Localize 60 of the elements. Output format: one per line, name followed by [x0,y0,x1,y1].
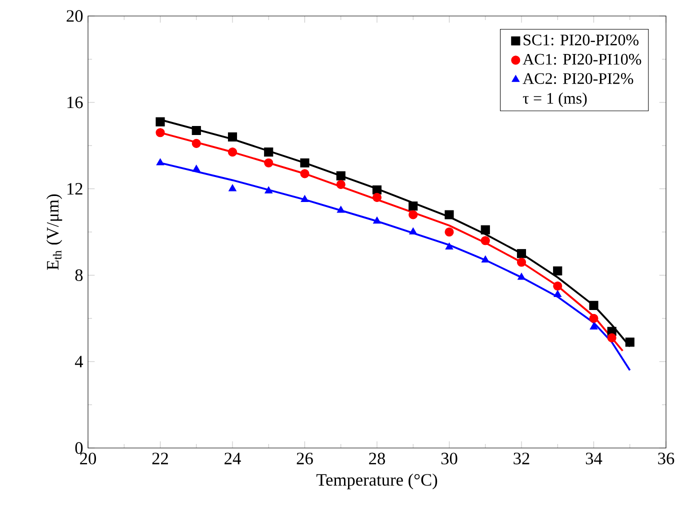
point [192,138,201,148]
point [444,210,454,220]
point [156,128,165,138]
point [192,164,200,172]
y-tick-label: 16 [67,96,83,108]
point [156,158,164,166]
point [300,169,310,178]
point [481,256,490,262]
point [625,338,634,347]
point [516,258,526,267]
point [300,158,310,168]
x-tick-label: 24 [224,452,241,464]
x-axis-title: Temperature (°C) [316,474,438,490]
legend-label: SC1: PI20-PI20% [524,34,639,46]
point [300,195,309,202]
y-tick-label: 12 [67,183,82,195]
point [228,148,238,157]
point [589,314,598,323]
point [445,242,454,250]
x-tick-label: 36 [658,452,674,464]
legend-label: AC2: PI20-PI2% [522,73,634,84]
point [336,171,346,180]
x-tick-label: 26 [296,452,313,464]
y-tick-label: 4 [74,356,84,368]
point [607,333,616,342]
point [336,180,346,190]
y-tick-label: 8 [75,269,83,282]
x-tick-label: 30 [441,452,458,464]
point [553,266,562,276]
x-tick-label: 32 [514,452,530,464]
point [264,148,274,157]
point [228,132,238,142]
point [264,158,274,168]
annotation: τ = 1 (ms) [522,92,587,107]
point [589,300,598,310]
point [156,117,165,126]
point [554,290,562,298]
point [228,184,236,192]
point [480,236,490,246]
point [480,225,490,234]
point [336,206,345,213]
y-tick-label: 20 [66,10,83,22]
point [264,186,273,194]
y-tick-label: 0 [75,442,83,454]
point [516,249,526,258]
point [408,202,418,211]
point [408,210,418,220]
point [444,227,454,237]
x-tick-label: 28 [369,452,386,464]
point [409,227,418,234]
point [372,192,382,202]
point [518,272,526,280]
y-axis-title: E$_{th}$ (V/μm) [46,194,62,270]
point [373,216,381,224]
point [192,126,201,136]
point [590,322,598,330]
x-tick-label: 34 [586,452,602,464]
point [553,281,562,291]
legend-label: AC1: PI20-PI10% [522,54,642,65]
x-tick-label: 22 [152,452,168,464]
